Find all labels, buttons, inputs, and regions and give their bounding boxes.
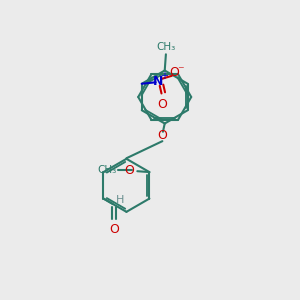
- Text: +: +: [160, 71, 168, 81]
- Text: O: O: [158, 129, 167, 142]
- Text: CH₃: CH₃: [156, 42, 176, 52]
- Text: O: O: [158, 98, 168, 111]
- Text: H: H: [116, 195, 124, 205]
- Text: O: O: [169, 66, 179, 79]
- Text: CH₃: CH₃: [98, 165, 117, 175]
- Text: O: O: [124, 164, 134, 176]
- Text: ⁻: ⁻: [177, 64, 184, 77]
- Text: N: N: [153, 75, 164, 88]
- Text: O: O: [109, 223, 119, 236]
